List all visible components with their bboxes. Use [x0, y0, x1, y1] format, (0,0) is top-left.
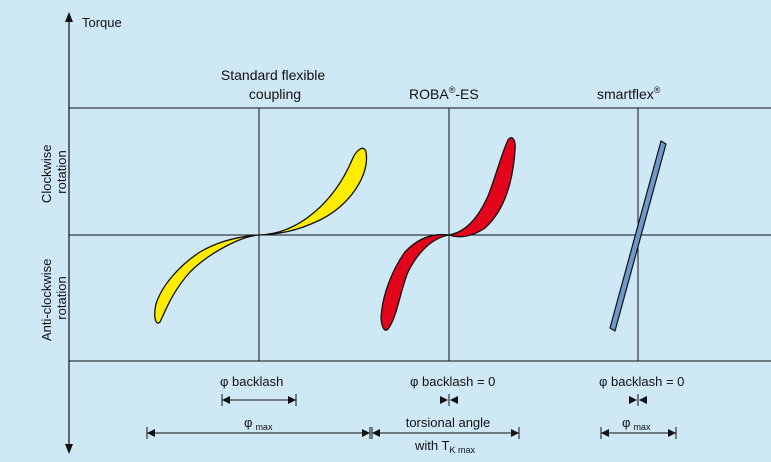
smartflex-phimax-dimension [600, 427, 677, 439]
smartflex-curve [609, 140, 667, 332]
roba-curve [380, 136, 516, 331]
roba-torsional-dimension [371, 427, 520, 439]
clockwise-label: Clockwise rotation [39, 141, 69, 203]
clockwise-line2: rotation [54, 150, 69, 193]
clockwise-line1: Clockwise [39, 145, 54, 204]
anticlockwise-line2: rotation [54, 276, 69, 319]
anticlockwise-line1: Anti-clockwise [39, 259, 54, 341]
smartflex-phimax-label: φ max [622, 415, 651, 432]
smartflex-title: smartflex® [597, 85, 661, 102]
roba-torsional-label-line1: torsional angle [406, 415, 491, 430]
roba-title: ROBA®-ES [409, 85, 479, 102]
roba-torsional-label-line2: with TK max [414, 438, 475, 455]
anticlockwise-label: Anti-clockwise rotation [39, 255, 69, 341]
torque-label: Torque [82, 15, 122, 30]
standard-coupling-curve [154, 147, 368, 324]
standard-backlash-label: φ backlash [220, 374, 283, 389]
smartflex-backlash-label: φ backlash = 0 [599, 374, 684, 389]
smartflex-backlash-marker [629, 394, 647, 406]
standard-phimax-dimension [146, 427, 371, 439]
roba-backlash-marker [440, 394, 458, 406]
roba-backlash-label: φ backlash = 0 [410, 374, 495, 389]
standard-title: Standard flexible coupling [221, 67, 329, 102]
torque-axis-arrow-up [65, 12, 73, 22]
standard-phimax-label: φ max [244, 415, 273, 432]
standard-backlash-dimension [221, 394, 297, 406]
torque-axis-arrow-down [65, 444, 73, 454]
